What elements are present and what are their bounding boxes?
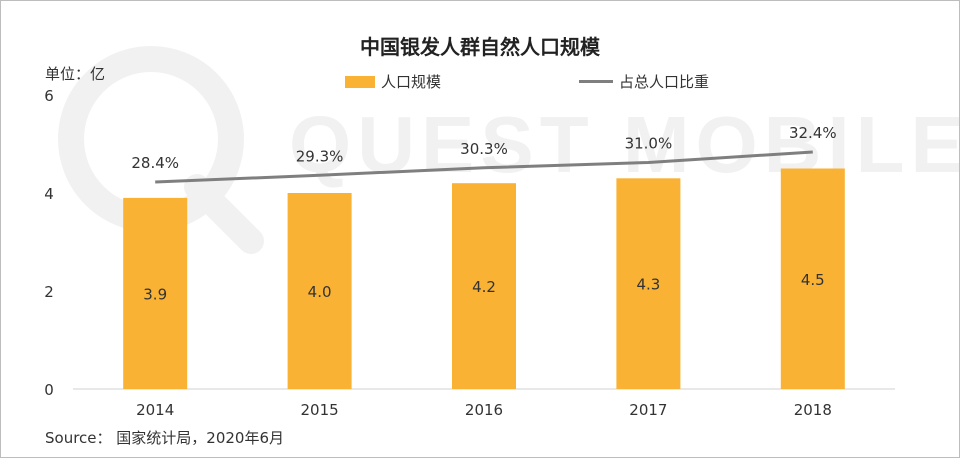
ratio-point-label: 31.0% xyxy=(625,135,673,153)
legend-bar-swatch xyxy=(345,75,375,88)
y-tick-label: 2 xyxy=(44,283,54,301)
y-tick-label: 0 xyxy=(44,381,54,399)
legend-line-swatch xyxy=(579,80,613,83)
x-tick-label: 2015 xyxy=(301,401,339,419)
ratio-point-label: 28.4% xyxy=(131,154,179,172)
y-tick-label: 6 xyxy=(44,87,54,105)
bar-value-label: 4.5 xyxy=(801,271,825,289)
bar-value-label: 4.3 xyxy=(636,276,660,294)
bar-value-label: 4.2 xyxy=(472,278,496,296)
x-tick-label: 2017 xyxy=(629,401,667,419)
x-tick-label: 2016 xyxy=(465,401,503,419)
bar-2018 xyxy=(780,168,845,389)
ratio-point-label: 32.4% xyxy=(789,124,837,142)
watermark-text: QUEST MOBILE xyxy=(289,100,960,189)
y-tick-label: 4 xyxy=(44,185,54,203)
legend-label-ratio: 占总人口比重 xyxy=(619,73,710,91)
bar-2014 xyxy=(123,197,188,389)
unit-label: 单位：亿 xyxy=(45,65,106,83)
bar-value-label: 3.9 xyxy=(143,285,167,303)
bar-value-label: 4.0 xyxy=(308,283,332,301)
chart-title: 中国银发人群自然人口规模 xyxy=(360,35,600,59)
ratio-point-label: 30.3% xyxy=(460,140,508,158)
legend-item-population: 人口规模 xyxy=(345,71,441,92)
legend-item-ratio: 占总人口比重 xyxy=(579,71,709,92)
bar-2015 xyxy=(287,193,352,389)
bar-2017 xyxy=(616,178,681,389)
x-tick-label: 2018 xyxy=(794,401,832,419)
ratio-line xyxy=(155,150,813,184)
ratio-point-label: 29.3% xyxy=(296,147,344,165)
bar-2016 xyxy=(452,183,516,389)
x-tick-label: 2014 xyxy=(136,401,174,419)
source-note: Source： 国家统计局，2020年6月 xyxy=(45,429,285,447)
legend-label-population: 人口规模 xyxy=(381,73,442,91)
